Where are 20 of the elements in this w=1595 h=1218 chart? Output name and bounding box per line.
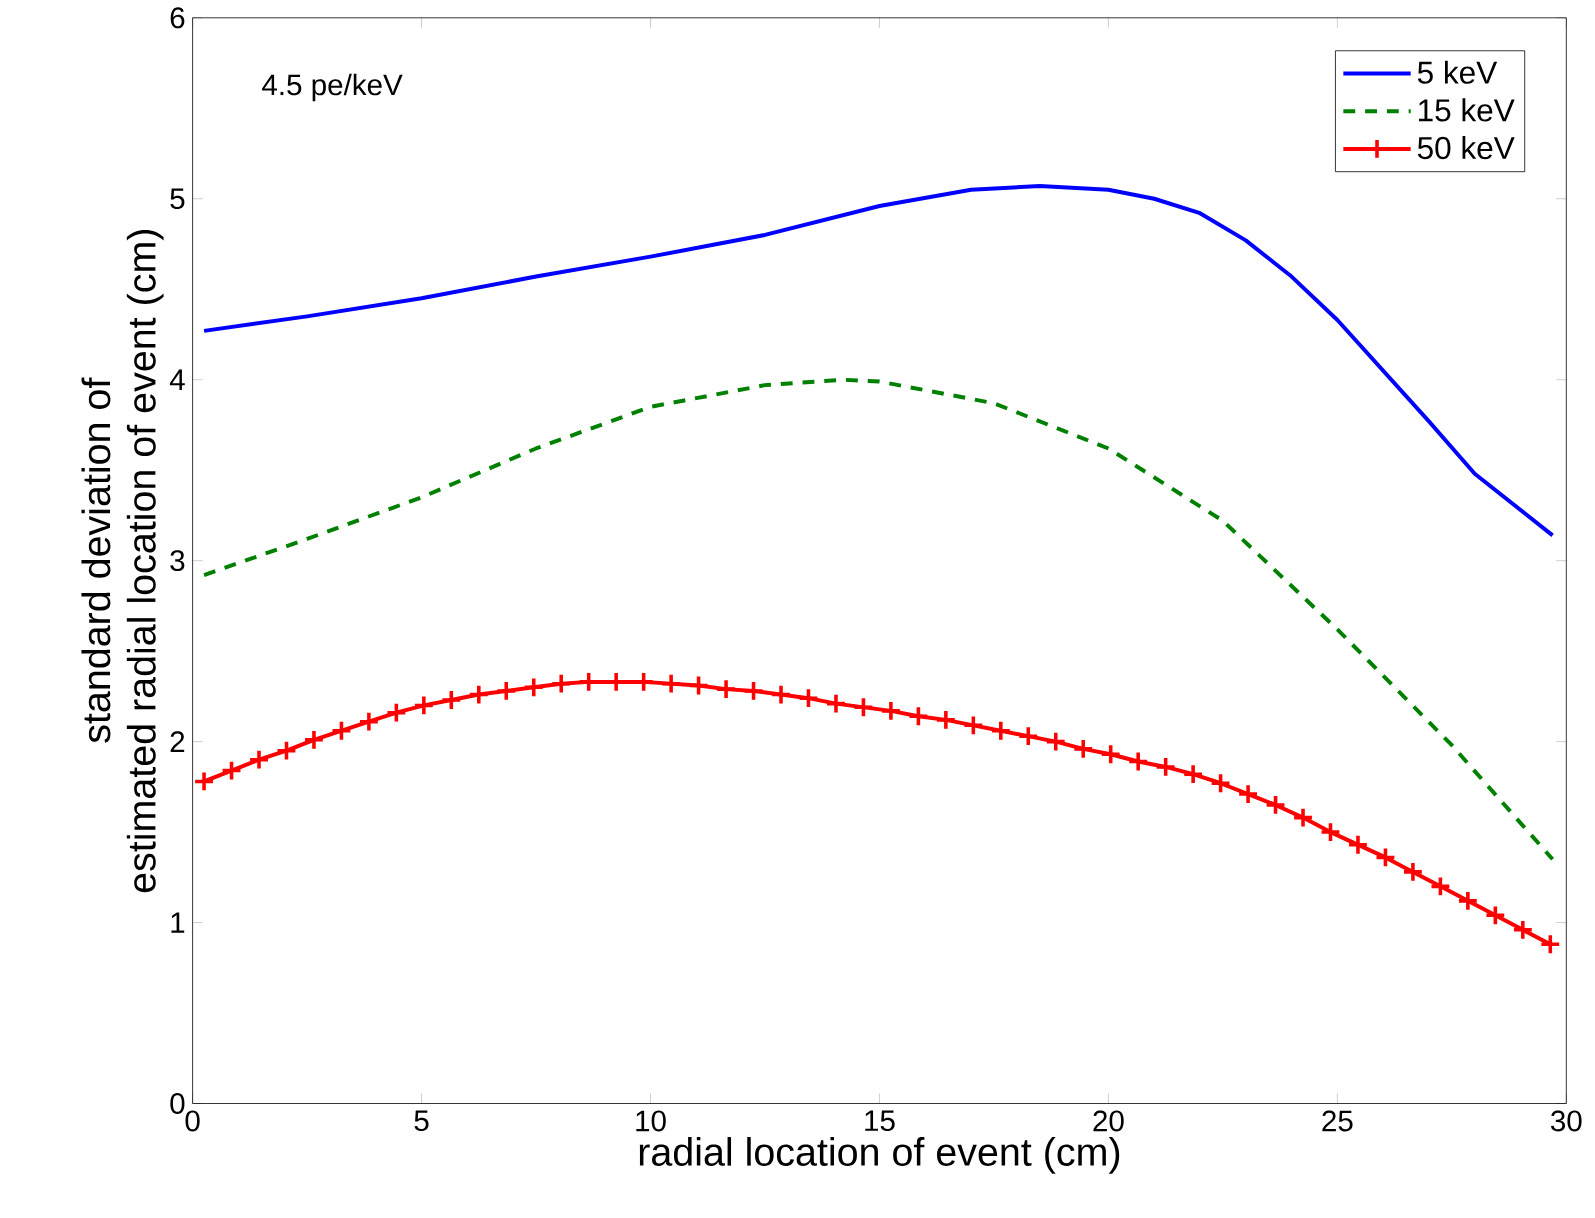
- y-axis-title: standard deviation of estimated radial location of event (cm): [81, 229, 164, 893]
- y-tick-label: 2: [170, 731, 185, 752]
- legend-label: 5 keV: [1417, 60, 1498, 84]
- y-tick-label: 3: [170, 550, 185, 571]
- x-tick-label: 10: [636, 1110, 666, 1132]
- y-tick-label: 4: [169, 369, 185, 390]
- x-axis-title: radial location of event (cm): [639, 1136, 1120, 1174]
- x-tick-label: 0: [185, 1110, 200, 1132]
- y-tick-label: 1: [171, 912, 185, 933]
- annotation: 4.5 pe/keV: [262, 73, 403, 102]
- legend-label: 50 keV: [1417, 135, 1515, 160]
- x-tick-label: 30: [1550, 1110, 1582, 1132]
- legend-label: 15 keV: [1419, 98, 1515, 122]
- y-tick-label: 5: [170, 188, 185, 209]
- x-tick-label: 20: [1093, 1110, 1124, 1132]
- x-tick-label: 5: [414, 1110, 429, 1131]
- x-tick-label: 15: [865, 1110, 895, 1131]
- x-tick-label: 25: [1322, 1110, 1353, 1132]
- y-tick-label: 6: [170, 7, 185, 29]
- y-tick-label: 0: [170, 1092, 185, 1114]
